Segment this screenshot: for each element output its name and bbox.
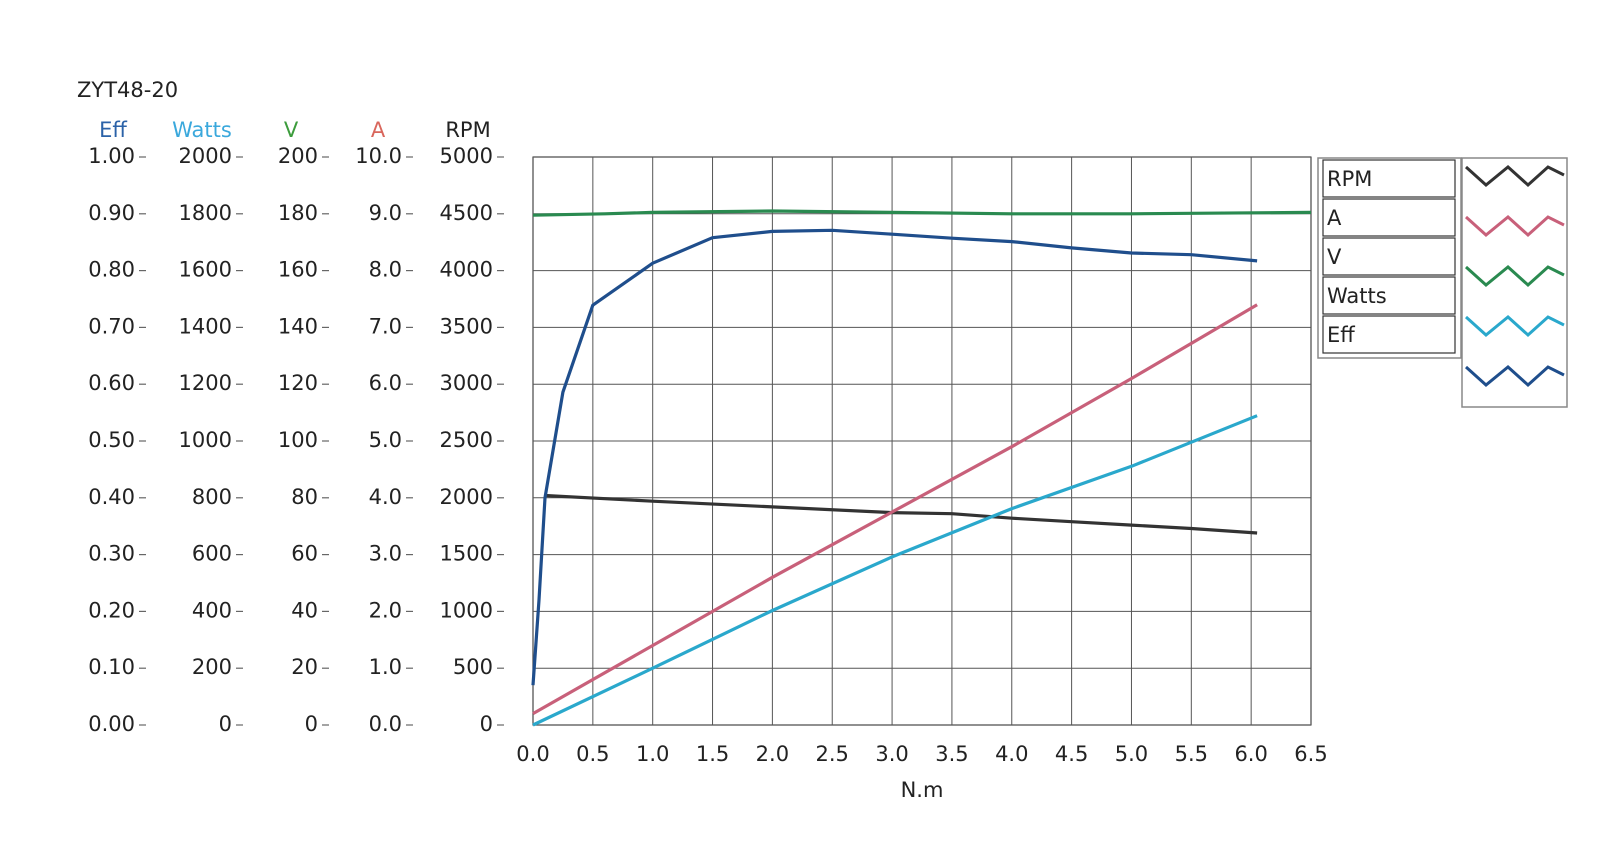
y-tick-label: 4000 (440, 258, 493, 282)
y-axis-header: Eff (99, 118, 127, 142)
x-tick-label: 4.5 (1055, 742, 1088, 766)
y-axis-header: A (371, 118, 386, 142)
x-tick-label: 2.5 (816, 742, 849, 766)
legend-cell (1322, 276, 1456, 315)
y-tick-label: 400 (192, 598, 232, 622)
y-tick-label: 1500 (440, 542, 493, 566)
y-tick-label: 0.40 (88, 485, 135, 509)
y-tick-label: 3000 (440, 371, 493, 395)
x-tick-label: 1.0 (636, 742, 669, 766)
series-line (532, 209, 1312, 217)
y-tick-label: 2000 (440, 485, 493, 509)
y-tick-label: 60 (291, 542, 318, 566)
y-tick-label: 600 (192, 542, 232, 566)
y-tick-label: 1000 (440, 598, 493, 622)
y-tick-label: 160 (278, 258, 318, 282)
y-tick-label: 0.90 (88, 201, 135, 225)
x-tick-label: 4.0 (995, 742, 1028, 766)
series-line (544, 493, 1258, 535)
y-tick-label: 1.0 (369, 655, 402, 679)
y-tick-label: 0.70 (88, 314, 135, 338)
y-tick-label: 3.0 (369, 542, 402, 566)
y-tick-label: 1400 (179, 314, 232, 338)
y-tick-label: 4500 (440, 201, 493, 225)
y-tick-label: 9.0 (369, 201, 402, 225)
legend-cell (1322, 315, 1456, 354)
y-axis-header: RPM (445, 118, 490, 142)
y-tick-label: 0 (305, 712, 318, 736)
y-tick-label: 0 (480, 712, 493, 736)
y-tick-label: 2500 (440, 428, 493, 452)
x-tick-label: 0.0 (516, 742, 549, 766)
series-line (532, 303, 1258, 715)
y-tick-label: 8.0 (369, 258, 402, 282)
y-tick-label: 0.10 (88, 655, 135, 679)
x-tick-label: 0.5 (576, 742, 609, 766)
legend-icon (1464, 315, 1565, 338)
x-tick-label: 5.5 (1175, 742, 1208, 766)
legend-label: V (1327, 245, 1342, 269)
y-tick-label: 6.0 (369, 371, 402, 395)
y-tick-label: 1600 (179, 258, 232, 282)
legend-label: A (1327, 206, 1342, 230)
y-tick-label: 500 (453, 655, 493, 679)
y-tick-label: 0.00 (88, 712, 135, 736)
y-tick-label: 0.30 (88, 542, 135, 566)
y-tick-label: 140 (278, 314, 318, 338)
y-tick-label: 40 (291, 598, 318, 622)
y-tick-label: 180 (278, 201, 318, 225)
y-tick-label: 2.0 (369, 598, 402, 622)
y-tick-label: 1800 (179, 201, 232, 225)
y-axis-header: Watts (172, 118, 232, 142)
y-tick-label: 80 (291, 485, 318, 509)
y-tick-label: 5.0 (369, 428, 402, 452)
y-tick-label: 0.50 (88, 428, 135, 452)
y-tick-label: 0.60 (88, 371, 135, 395)
y-tick-label: 5000 (440, 144, 493, 168)
legend-icon (1464, 215, 1565, 238)
y-tick-label: 3500 (440, 314, 493, 338)
y-tick-label: 4.0 (369, 485, 402, 509)
legend-label: RPM (1327, 167, 1372, 191)
y-tick-label: 120 (278, 371, 318, 395)
y-tick-label: 200 (278, 144, 318, 168)
chart-title: ZYT48-20 (77, 78, 178, 102)
x-tick-label: 6.0 (1234, 742, 1267, 766)
legend-cell (1322, 198, 1456, 237)
y-tick-label: 0.80 (88, 258, 135, 282)
y-tick-label: 200 (192, 655, 232, 679)
x-tick-label: 3.0 (875, 742, 908, 766)
y-tick-label: 2000 (179, 144, 232, 168)
y-tick-label: 800 (192, 485, 232, 509)
x-tick-label: 3.5 (935, 742, 968, 766)
legend-label: Watts (1327, 284, 1387, 308)
x-tick-label: 2.0 (756, 742, 789, 766)
x-tick-label: 6.5 (1294, 742, 1327, 766)
legend-icon-frame (1461, 157, 1568, 408)
x-tick-label: 1.5 (696, 742, 729, 766)
y-tick-label: 7.0 (369, 314, 402, 338)
legend-icon (1464, 365, 1565, 388)
y-tick-label: 0.0 (369, 712, 402, 736)
legend-icon (1464, 165, 1565, 188)
series-line (531, 228, 1258, 686)
y-tick-label: 1000 (179, 428, 232, 452)
legend-frame (1317, 157, 1462, 359)
y-axis-header: V (284, 118, 299, 142)
y-tick-label: 10.0 (355, 144, 402, 168)
legend-icon (1464, 265, 1565, 288)
x-tick-label: 5.0 (1115, 742, 1148, 766)
legend-cell (1322, 159, 1456, 198)
legend-cell (1322, 237, 1456, 276)
legend-label: Eff (1327, 323, 1355, 347)
y-tick-label: 1200 (179, 371, 232, 395)
series-line (532, 414, 1258, 727)
y-tick-label: 0.20 (88, 598, 135, 622)
y-tick-label: 20 (291, 655, 318, 679)
y-tick-label: 0 (219, 712, 232, 736)
y-tick-label: 1.00 (88, 144, 135, 168)
x-axis-label: N.m (901, 778, 944, 802)
y-tick-label: 100 (278, 428, 318, 452)
